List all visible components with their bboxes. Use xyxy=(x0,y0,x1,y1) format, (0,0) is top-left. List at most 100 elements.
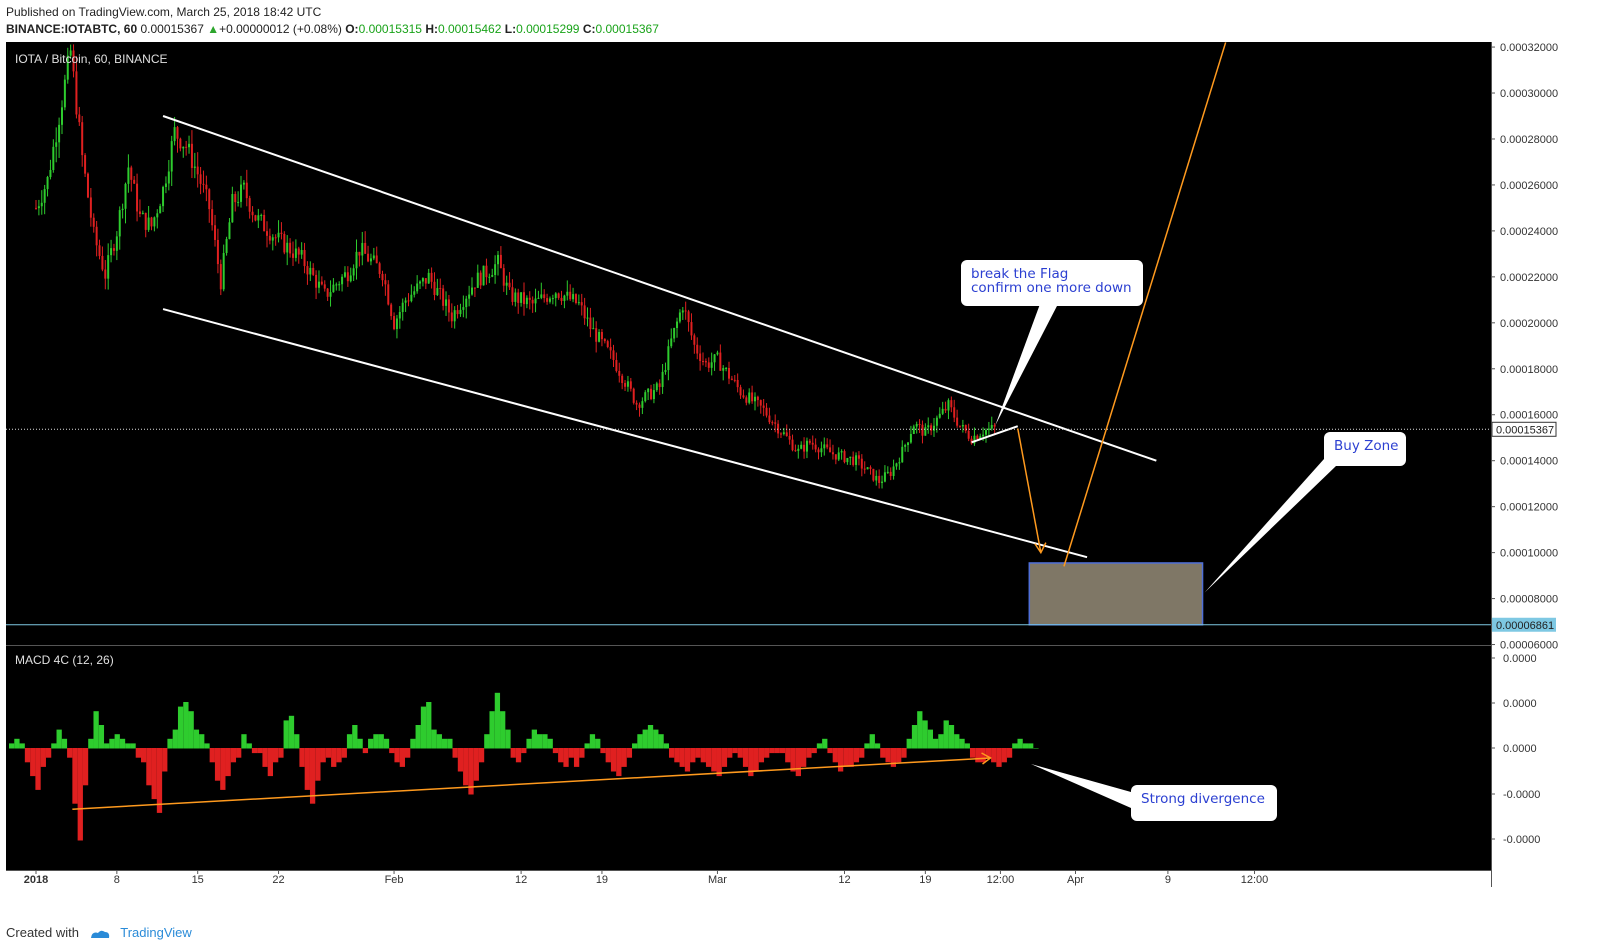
candle-body xyxy=(343,272,346,277)
macd-bar xyxy=(30,748,36,777)
candle-body xyxy=(993,425,996,427)
candle-body xyxy=(522,292,525,305)
macd-bar xyxy=(441,738,448,749)
candle-body xyxy=(736,379,739,388)
macd-bar xyxy=(40,748,46,767)
candle-body xyxy=(860,458,863,469)
candle-body xyxy=(46,177,49,190)
macd-bar xyxy=(436,734,442,749)
open-label: O: xyxy=(345,22,359,36)
macd-bar xyxy=(837,748,844,772)
candle-body xyxy=(242,182,245,185)
candle-body xyxy=(263,215,266,232)
candle-body xyxy=(964,425,967,431)
candle-body xyxy=(866,467,869,470)
candle-body xyxy=(401,302,404,312)
macd-bar xyxy=(494,692,501,749)
candle-body xyxy=(375,255,378,264)
candle-body xyxy=(312,267,315,275)
candle-body xyxy=(159,206,162,214)
candle-body xyxy=(398,311,401,319)
candle-body xyxy=(329,292,332,297)
macd-bar xyxy=(948,725,955,749)
chart-frame[interactable]: 0.00015367 0.00006861 0.00032000 0.0003000… xyxy=(6,42,1612,915)
candle-body xyxy=(55,142,58,147)
macd-bar xyxy=(104,743,110,749)
candle-body xyxy=(63,79,66,108)
candle-body xyxy=(872,468,875,481)
tradingview-brand[interactable]: TradingView xyxy=(120,925,192,940)
trend-line[interactable] xyxy=(162,115,1157,462)
candle-body xyxy=(716,352,719,355)
candle-body xyxy=(271,237,274,241)
candle-body xyxy=(453,310,456,322)
candle-body xyxy=(921,424,924,436)
macd-bar xyxy=(225,748,231,777)
macd-bar xyxy=(273,748,279,763)
candle-body xyxy=(883,472,886,482)
macd-bar xyxy=(378,734,384,749)
candle-body xyxy=(941,408,944,414)
candle-body xyxy=(719,352,722,371)
trend-line[interactable] xyxy=(162,308,1088,559)
macd-bar xyxy=(478,748,485,763)
macd-bar xyxy=(336,748,342,763)
buy-zone-callout-box[interactable] xyxy=(1324,432,1406,466)
price-axis-label: 0.00022000 xyxy=(1500,272,1558,284)
macd-bar xyxy=(473,748,479,781)
close-label: C: xyxy=(582,22,596,36)
flag-callout-box[interactable] xyxy=(961,260,1143,306)
macd-bar xyxy=(526,738,532,749)
candle-body xyxy=(260,215,263,217)
footer: Created with TradingView xyxy=(6,925,192,940)
candle-body xyxy=(245,182,248,199)
macd-bar xyxy=(315,748,321,781)
candle-body xyxy=(534,298,537,304)
trend-line[interactable] xyxy=(971,425,1019,444)
divergence-line[interactable] xyxy=(72,757,991,810)
candle-body xyxy=(531,299,534,304)
candle-body xyxy=(759,400,762,406)
candle-body xyxy=(86,173,89,198)
macd-bar xyxy=(616,748,622,777)
candle-body xyxy=(733,379,736,381)
macd-bar xyxy=(859,748,865,758)
candle-body xyxy=(762,405,765,408)
macd-bar xyxy=(45,748,52,758)
macd-bar xyxy=(589,734,596,749)
candle-body xyxy=(124,183,127,209)
candle-body xyxy=(387,284,390,305)
created-with-text: Created with xyxy=(6,925,79,940)
macd-pane-title: MACD 4C (12, 26) xyxy=(15,653,114,667)
candle-body xyxy=(935,417,938,426)
candle-body xyxy=(144,212,147,230)
macd-bar xyxy=(827,748,833,754)
buy-zone-rect[interactable] xyxy=(1028,562,1204,626)
candle-body xyxy=(130,167,133,180)
candle-body xyxy=(918,424,921,426)
macd-bar xyxy=(246,743,252,749)
macd-bar xyxy=(51,743,57,749)
macd-bar xyxy=(521,748,527,754)
candle-body xyxy=(121,208,124,211)
candle-body xyxy=(684,310,687,312)
candle-body xyxy=(511,287,514,302)
low-label: L: xyxy=(504,22,517,36)
macd-bar xyxy=(1012,743,1018,749)
macd-bar xyxy=(19,743,25,749)
macd-bar xyxy=(251,748,258,754)
candle-body xyxy=(751,392,754,402)
candle-body xyxy=(901,446,904,463)
main-pane-title: IOTA / Bitcoin, 60, BINANCE xyxy=(15,52,168,66)
candle-body xyxy=(228,222,231,240)
candle-body xyxy=(234,194,237,203)
projection-up-line[interactable] xyxy=(1063,42,1227,567)
plot-background xyxy=(6,42,1491,870)
price-candles xyxy=(35,44,996,489)
flag-callout-pointer xyxy=(995,304,1058,426)
divergence-callout-box[interactable] xyxy=(1131,785,1277,821)
candle-body xyxy=(725,367,728,369)
projection-down-line[interactable] xyxy=(1017,428,1042,553)
macd-bar xyxy=(452,748,458,758)
candle-body xyxy=(606,341,609,348)
